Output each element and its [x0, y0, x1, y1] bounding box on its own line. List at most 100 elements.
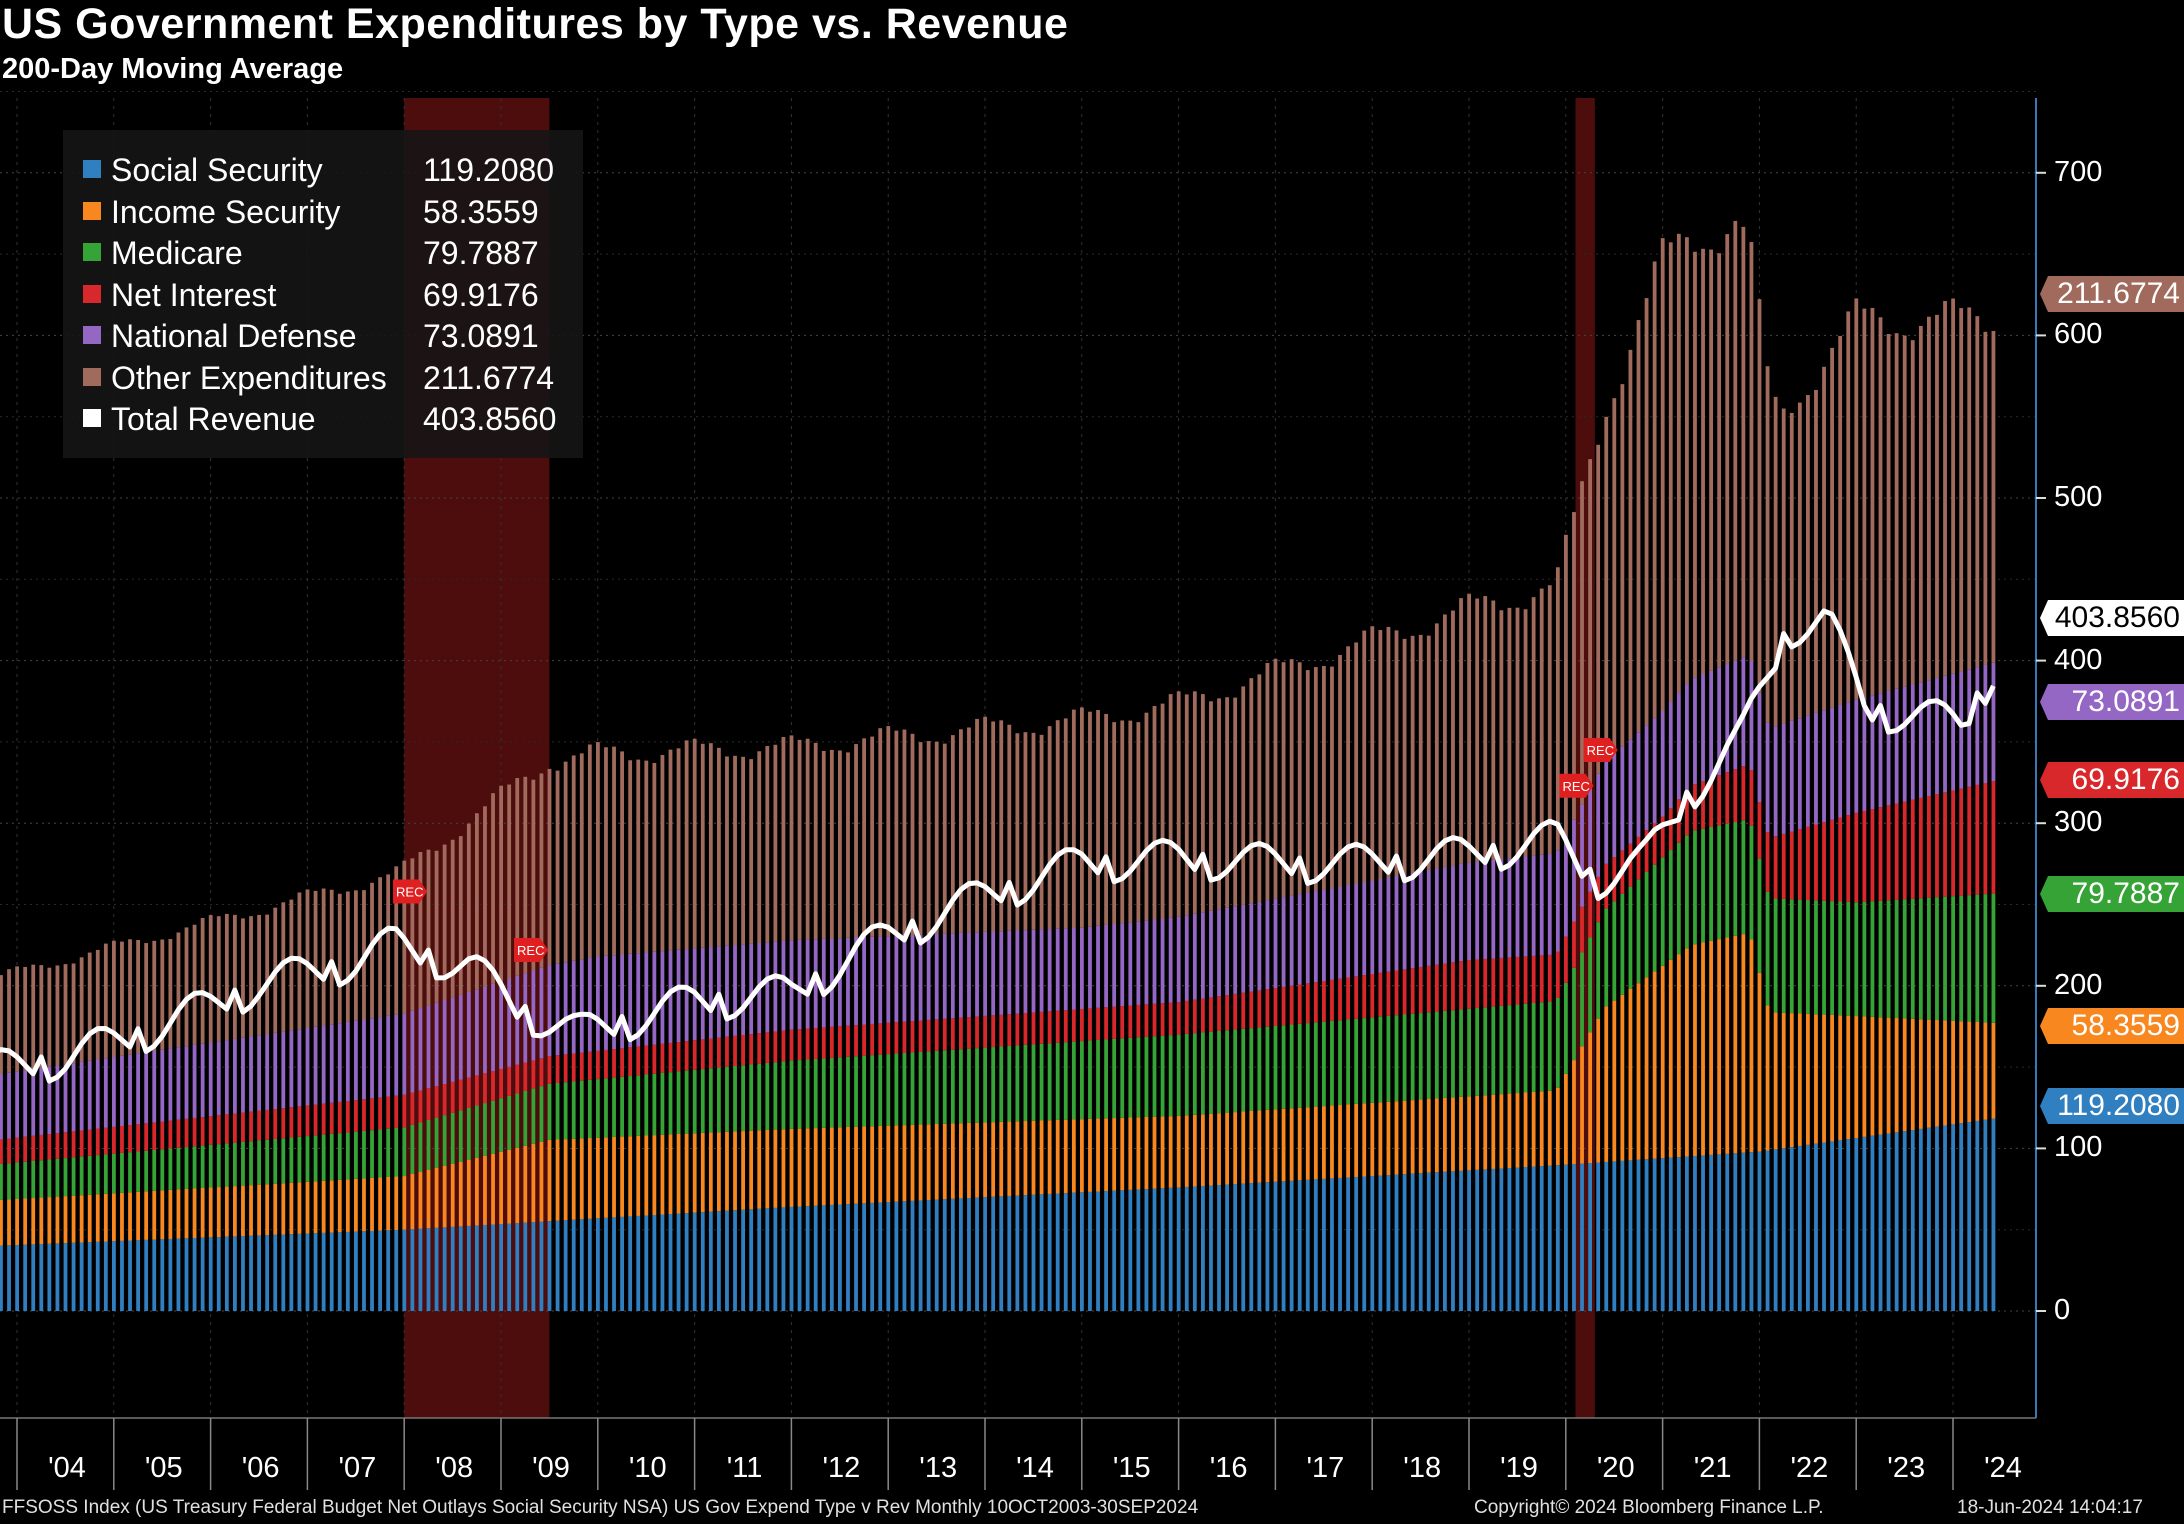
bar-medicare: [1217, 1030, 1221, 1114]
bar-net-interest: [1886, 805, 1891, 901]
bar-net-interest: [507, 1066, 512, 1096]
bar-net-interest: [983, 1015, 987, 1048]
bar-net-interest: [684, 1041, 689, 1071]
bar-national-defense: [854, 937, 858, 1026]
y-tick-label: 0: [2054, 1294, 2071, 1326]
bar-net-interest: [1515, 956, 1520, 1005]
bar-income-security: [829, 1127, 834, 1205]
bar-national-defense: [967, 932, 971, 1018]
bar-other-expenditures: [1515, 607, 1520, 858]
bar-social-security: [644, 1215, 649, 1311]
bar-national-defense: [249, 1036, 253, 1112]
bar-national-defense: [1354, 883, 1359, 977]
bar-other-expenditures: [1257, 674, 1262, 902]
bar-national-defense: [1822, 710, 1826, 823]
bar-income-security: [257, 1184, 261, 1236]
bar-net-interest: [418, 1090, 423, 1123]
bar-medicare: [1088, 1040, 1092, 1119]
bar-medicare: [1467, 1008, 1471, 1097]
bar-social-security: [1580, 1163, 1584, 1311]
bar-net-interest: [176, 1119, 181, 1148]
bar-other-expenditures: [547, 768, 552, 966]
bar-social-security: [418, 1228, 423, 1311]
bar-income-security: [1313, 1106, 1318, 1180]
bar-medicare: [1685, 835, 1689, 949]
bar-social-security: [1531, 1166, 1536, 1311]
bar-medicare: [1192, 1033, 1197, 1115]
bar-national-defense: [394, 1014, 399, 1096]
bar-national-defense: [1894, 688, 1899, 804]
bar-net-interest: [1047, 1011, 1052, 1044]
bar-medicare: [1394, 1015, 1399, 1102]
bar-medicare: [1515, 1004, 1520, 1094]
bar-net-interest: [926, 1019, 931, 1052]
bar-other-expenditures: [329, 889, 334, 1025]
bar-income-security: [168, 1189, 173, 1239]
bar-social-security: [1943, 1125, 1947, 1311]
bar-other-expenditures: [491, 793, 495, 984]
bar-other-expenditures: [1160, 703, 1165, 919]
bar-social-security: [1184, 1186, 1189, 1311]
bar-net-interest: [1233, 993, 1238, 1030]
bar-medicare: [1063, 1042, 1068, 1120]
bar-other-expenditures: [733, 755, 737, 946]
bar-medicare: [120, 1152, 124, 1193]
bar-medicare: [1080, 1041, 1084, 1120]
bar-income-security: [354, 1178, 358, 1232]
bar-net-interest: [136, 1124, 140, 1152]
bar-net-interest: [15, 1137, 19, 1163]
bar-other-expenditures: [1588, 459, 1592, 790]
bar-income-security: [789, 1128, 794, 1207]
bar-social-security: [555, 1220, 560, 1311]
bar-income-security: [208, 1187, 213, 1238]
bar-medicare: [1572, 967, 1576, 1061]
bar-net-interest: [1410, 968, 1415, 1014]
bar-national-defense: [1176, 916, 1181, 1003]
bar-medicare: [1370, 1017, 1375, 1103]
bar-social-security: [345, 1231, 350, 1311]
bar-medicare: [1983, 894, 1988, 1023]
bar-national-defense: [378, 1017, 382, 1098]
bar-medicare: [224, 1143, 229, 1187]
bar-net-interest: [458, 1079, 463, 1111]
bar-social-security: [983, 1197, 987, 1311]
bar-social-security: [1338, 1177, 1342, 1311]
bar-other-expenditures: [136, 939, 140, 1054]
bar-other-expenditures: [1451, 610, 1455, 866]
bar-social-security: [1152, 1188, 1157, 1311]
bar-national-defense: [1443, 866, 1447, 964]
bar-income-security: [1975, 1022, 1980, 1121]
bar-medicare: [1047, 1043, 1052, 1121]
recession-marker: [1559, 773, 1594, 798]
bar-other-expenditures: [991, 721, 996, 932]
bar-income-security: [1418, 1099, 1423, 1174]
bar-national-defense: [128, 1054, 132, 1126]
bar-other-expenditures: [1741, 226, 1746, 658]
bar-other-expenditures: [1410, 635, 1415, 873]
bar-national-defense: [1636, 732, 1641, 837]
bar-income-security: [378, 1177, 382, 1231]
bar-net-interest: [1402, 969, 1407, 1015]
bar-social-security: [620, 1216, 624, 1311]
bar-medicare: [233, 1142, 237, 1187]
bar-net-interest: [571, 1053, 576, 1082]
x-tick-label: '15: [1112, 1452, 1151, 1484]
bar-net-interest: [378, 1097, 382, 1130]
bar-income-security: [128, 1192, 132, 1241]
bar-income-security: [7, 1199, 11, 1246]
bar-national-defense: [1322, 889, 1326, 982]
bar-medicare: [813, 1058, 818, 1129]
bar-social-security: [942, 1199, 947, 1311]
bar-national-defense: [741, 944, 745, 1035]
bar-net-interest: [1564, 936, 1568, 983]
bar-national-defense: [902, 935, 907, 1022]
bar-net-interest: [79, 1130, 84, 1157]
bar-medicare: [1822, 900, 1826, 1015]
bar-other-expenditures: [652, 762, 657, 952]
bar-net-interest: [1112, 1006, 1117, 1039]
bar-net-interest: [313, 1104, 318, 1136]
bar-other-expenditures: [63, 964, 68, 1065]
bar-national-defense: [410, 1010, 415, 1093]
bar-social-security: [797, 1206, 802, 1311]
bar-income-security: [1814, 1014, 1818, 1144]
